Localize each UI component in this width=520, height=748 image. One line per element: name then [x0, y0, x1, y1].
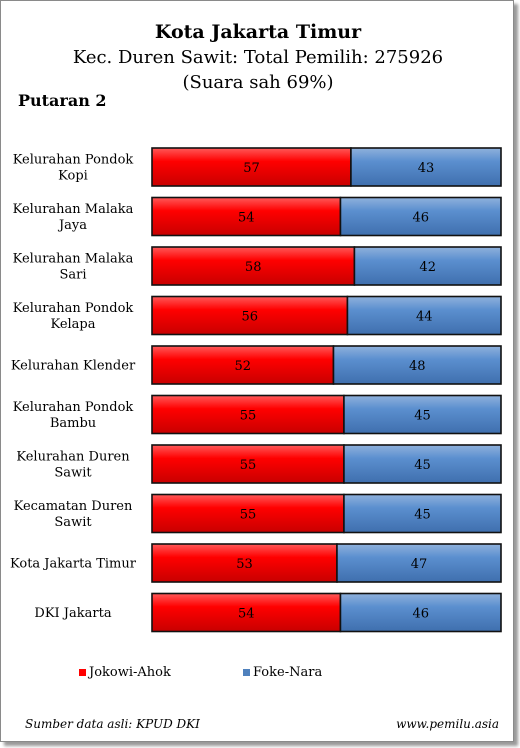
data-label-jokowi: 55: [240, 508, 257, 523]
data-label-foke: 43: [418, 161, 435, 176]
category-label-line: Kecamatan Duren: [14, 499, 133, 514]
bar-segment-foke: [350, 147, 502, 187]
legend-label-foke: Foke-Nara: [253, 665, 323, 680]
bar-segment-foke: [343, 444, 502, 484]
chart-title: Kota Jakarta Timur: [154, 21, 362, 43]
category-label: Kecamatan Duren Sawit: [14, 499, 133, 530]
category-label-line: DKI Jakarta: [34, 606, 111, 621]
legend-item-foke: Foke-Nara: [243, 665, 322, 680]
data-label-jokowi: 55: [240, 409, 257, 424]
data-label-foke: 46: [412, 607, 429, 622]
chart-subtitle-voters: Kec. Duren Sawit: Total Pemilih: 275926: [72, 47, 444, 68]
category-label: Kelurahan Klender: [11, 359, 136, 374]
data-label-foke: 45: [414, 508, 431, 523]
data-label-foke: 45: [414, 458, 431, 473]
bar-segment-foke: [336, 543, 502, 583]
category-label-line: Kota Jakarta Timur: [10, 557, 137, 572]
legend-swatch-foke: [243, 669, 250, 676]
category-label-line: Kelurahan Duren: [16, 450, 130, 465]
bar-segment-jokowi: [151, 246, 356, 286]
category-label-line: Kelurahan Malaka: [13, 252, 134, 267]
category-label-line: Sawit: [54, 515, 92, 530]
data-label-jokowi: 54: [238, 211, 255, 226]
category-label-line: Jaya: [57, 218, 87, 233]
category-label: Kelurahan Pondok Bambu: [13, 400, 134, 431]
category-label: Kelurahan Malaka Sari: [13, 252, 134, 283]
category-label: Kelurahan Duren Sawit: [16, 450, 130, 481]
data-label-foke: 46: [412, 211, 429, 226]
chart-subtitle-valid-votes: (Suara sah 69%): [182, 72, 334, 93]
data-label-foke: 48: [409, 359, 426, 374]
category-label-line: Kelurahan Pondok: [13, 400, 134, 415]
category-label-line: Kelapa: [50, 317, 95, 332]
category-label-line: Kelurahan Pondok: [13, 153, 134, 168]
data-label-jokowi: 54: [238, 607, 255, 622]
data-label-jokowi: 55: [240, 458, 257, 473]
bar-segment-foke: [332, 345, 502, 385]
data-label-jokowi: 57: [243, 161, 260, 176]
bar-segment-jokowi: [151, 295, 349, 336]
bar-segment-jokowi: [151, 592, 342, 633]
category-label-line: Kelurahan Malaka: [13, 202, 134, 217]
category-label: DKI Jakarta: [34, 606, 111, 621]
bar-segment-foke: [339, 196, 502, 237]
data-label-foke: 45: [414, 409, 431, 424]
bar-segment-foke: [343, 394, 502, 435]
data-label-jokowi: 58: [245, 260, 262, 275]
legend-swatch-jokowi: [79, 669, 86, 676]
category-label-line: Kelurahan Pondok: [13, 301, 134, 316]
category-label-line: Sari: [59, 268, 86, 283]
source-note: Sumber data asli: KPUD DKI: [25, 717, 200, 731]
legend-item-jokowi: Jokowi-Ahok: [79, 665, 171, 680]
data-label-jokowi: 56: [241, 310, 258, 325]
category-label-line: Bambu: [50, 416, 96, 431]
data-label-jokowi: 52: [234, 359, 251, 374]
bar-segment-foke: [343, 493, 502, 534]
data-label-foke: 44: [416, 310, 433, 325]
bar-segment-foke: [339, 592, 502, 633]
bar-segment-foke: [353, 246, 502, 286]
data-label-foke: 47: [411, 557, 428, 572]
website-note: www.pemilu.asia: [396, 717, 499, 731]
category-label: Kelurahan Pondok Kopi: [13, 153, 134, 184]
bar-segment-jokowi: [151, 196, 342, 237]
legend: Jokowi-Ahok Foke-Nara: [1, 665, 515, 685]
category-label: Kelurahan Malaka Jaya: [13, 202, 134, 233]
category-label: Kelurahan Pondok Kelapa: [13, 301, 134, 332]
category-label-line: Sawit: [54, 466, 92, 481]
bar-segment-jokowi: [151, 493, 345, 534]
bar-segment-jokowi: [151, 444, 345, 484]
category-label-line: Kelurahan Klender: [11, 359, 136, 374]
data-label-foke: 42: [419, 260, 436, 275]
category-label-line: Kopi: [58, 169, 88, 184]
data-label-jokowi: 53: [236, 557, 253, 572]
legend-label-jokowi: Jokowi-Ahok: [89, 665, 171, 680]
category-label: Kota Jakarta Timur: [10, 557, 137, 572]
round-label: Putaran 2: [18, 91, 107, 110]
bar-segment-jokowi: [151, 543, 338, 583]
bar-segment-foke: [346, 295, 502, 336]
